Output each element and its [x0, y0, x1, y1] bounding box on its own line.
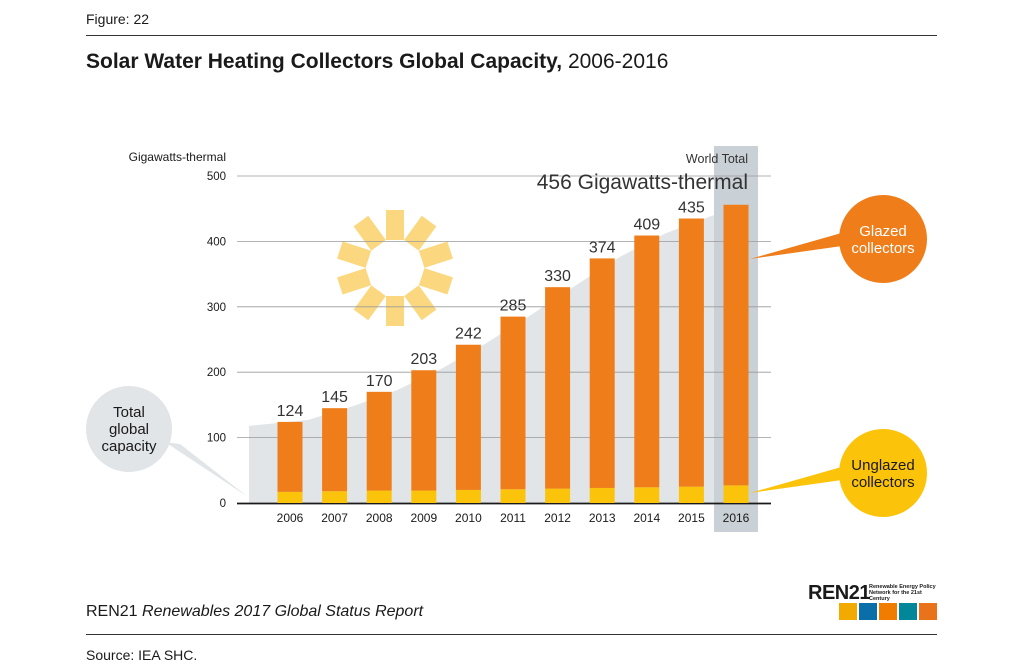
logo-subtitle: Renewable Energy Policy Network for the …: [869, 584, 936, 602]
unglazed-text: collectors: [851, 474, 914, 491]
total-label-2006: 124: [277, 403, 304, 420]
bottom-rule: [86, 634, 937, 635]
x-tick-label: 2006: [277, 511, 304, 525]
x-tick-label: 2016: [723, 511, 750, 525]
callouts: TotalglobalcapacityGlazedcollectorsUngla…: [86, 195, 927, 517]
y-axis-label: Gigawatts-thermal: [129, 150, 226, 164]
sun-ray: [404, 285, 437, 321]
bar-glazed-2010: [455, 344, 481, 490]
bar-glazed-2015: [678, 218, 704, 487]
logo-icon-4: [919, 603, 937, 620]
chart: 0 100 200 300 400 500 Gigawatts-thermal 2006 124…: [86, 146, 927, 532]
sun-ray: [337, 241, 372, 268]
bars: [277, 204, 749, 503]
total-label-2009: 203: [410, 351, 437, 368]
logo-icon-0: [839, 603, 857, 620]
logo-icon-2: [879, 603, 897, 620]
total-label-2007: 145: [321, 389, 348, 406]
bar-glazed-2007: [322, 408, 348, 492]
logo-text: REN21: [808, 582, 870, 604]
x-tick-label: 2008: [366, 511, 393, 525]
y-tick-label: 200: [207, 367, 226, 379]
glazed-text: collectors: [851, 240, 914, 257]
logo-icons: [839, 603, 937, 620]
total-label-2011: 285: [500, 298, 527, 315]
labels: 0 100 200 300 400 500 Gigawatts-thermal 2006 124…: [129, 150, 750, 525]
x-tick-label: 2012: [544, 511, 571, 525]
world-total-value: 456 Gigawatts-thermal: [537, 171, 748, 194]
glazed-bubble: [839, 195, 927, 283]
chart-title-years: 2006-2016: [567, 50, 669, 73]
total-capacity-text: capacity: [101, 438, 157, 455]
sun-ray: [404, 215, 437, 251]
y-tick-label: 300: [207, 302, 226, 314]
x-tick-label: 2013: [589, 511, 616, 525]
ren21-logo: REN21 Renewable Energy Policy Network fo…: [808, 582, 940, 622]
world-total-label: World Total: [686, 152, 748, 166]
bar-unglazed-2010: [455, 489, 481, 503]
sun-ray: [386, 296, 404, 326]
bar-unglazed-2008: [366, 490, 392, 503]
report-citation: REN21 Renewables 2017 Global Status Repo…: [86, 603, 423, 621]
x-tick-label: 2009: [410, 511, 437, 525]
x-tick-label: 2010: [455, 511, 482, 525]
total-capacity-text: global: [109, 421, 149, 438]
total-label-2015: 435: [678, 200, 705, 217]
report-org: REN21: [86, 603, 138, 620]
sun-ray: [418, 241, 453, 268]
sun-ray: [353, 215, 386, 251]
bar-glazed-2011: [500, 316, 526, 490]
bar-glazed-2013: [589, 258, 615, 488]
x-tick-label: 2014: [633, 511, 660, 525]
bar-glazed-2012: [545, 287, 571, 489]
logo-icon-1: [859, 603, 877, 620]
bar-glazed-2014: [634, 235, 660, 488]
x-tick-label: 2007: [321, 511, 348, 525]
total-label-2014: 409: [633, 217, 660, 234]
bar-unglazed-2016: [723, 485, 749, 503]
y-tick-label: 400: [207, 236, 226, 248]
figure-label: Figure: 22: [86, 11, 150, 27]
total-label-2008: 170: [366, 373, 393, 390]
bar-glazed-2008: [366, 391, 392, 491]
chart-title: Solar Water Heating Collectors Global Ca…: [86, 50, 668, 74]
total-label-2013: 374: [589, 239, 616, 256]
unglazed-bubble: [839, 429, 927, 517]
report-name: Renewables 2017 Global Status Report: [142, 603, 424, 620]
glazed-text: Glazed: [859, 223, 907, 240]
source-note: Source: IEA SHC.: [86, 647, 198, 663]
logo-icon-3: [899, 603, 917, 620]
bar-unglazed-2011: [500, 489, 526, 503]
x-tick-label: 2011: [500, 511, 526, 525]
y-tick-label: 100: [207, 433, 226, 445]
bar-glazed-2016: [723, 204, 749, 486]
bar-unglazed-2007: [322, 491, 348, 503]
y-tick-label: 0: [220, 498, 226, 510]
sun-ray: [353, 285, 386, 321]
total-capacity-text: Total: [113, 404, 145, 421]
y-tick-label: 500: [207, 171, 226, 183]
bar-unglazed-2006: [277, 491, 303, 503]
chart-title-main: Solar Water Heating Collectors Global Ca…: [86, 50, 563, 73]
bar-unglazed-2013: [589, 487, 615, 503]
bar-unglazed-2015: [678, 486, 704, 503]
bar-unglazed-2012: [545, 488, 571, 503]
total-label-2012: 330: [544, 268, 571, 285]
sun-ray: [337, 268, 372, 295]
bar-unglazed-2014: [634, 487, 660, 503]
glazed-pointer: [750, 232, 845, 259]
sun-ray: [386, 210, 404, 240]
bar-glazed-2009: [411, 370, 437, 491]
x-tick-label: 2015: [678, 511, 705, 525]
bar-glazed-2006: [277, 421, 303, 492]
total-label-2010: 242: [455, 326, 482, 343]
unglazed-text: Unglazed: [851, 457, 914, 474]
sun-icon: [337, 210, 453, 326]
bar-unglazed-2009: [411, 490, 437, 503]
top-rule: [86, 35, 937, 36]
unglazed-pointer: [750, 466, 845, 493]
total-capacity-bubble: [86, 386, 172, 472]
sun-ray: [418, 268, 453, 295]
total-capacity-pointer: [165, 442, 248, 497]
